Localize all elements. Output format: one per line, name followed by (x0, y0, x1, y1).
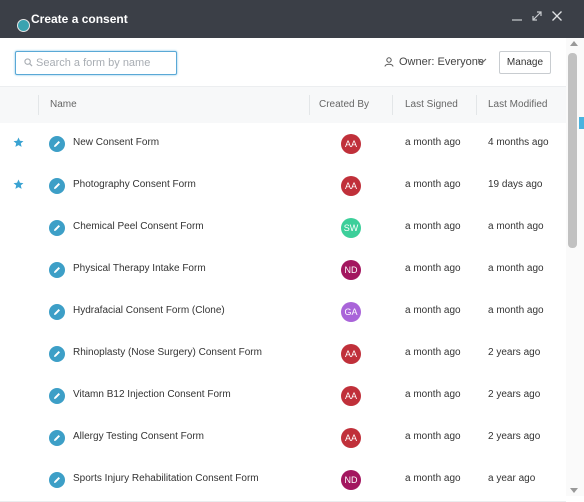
user-icon (384, 57, 394, 67)
last-modified-value: a month ago (488, 263, 544, 274)
side-panel-tab[interactable] (579, 117, 584, 129)
pencil-icon (49, 262, 65, 278)
scroll-up-arrow-icon[interactable] (570, 41, 578, 46)
form-name[interactable]: Hydrafacial Consent Form (Clone) (73, 305, 225, 316)
last-modified-value: 2 years ago (488, 347, 541, 358)
table-row[interactable]: Photography Consent Form AA a month ago 19 … (0, 165, 566, 208)
last-signed-value: a month ago (405, 179, 461, 190)
table-row[interactable]: Hydrafacial Consent Form (Clone) GA a mont… (0, 291, 566, 334)
last-modified-value: a month ago (488, 221, 544, 232)
app-icon (17, 19, 30, 32)
pencil-icon (49, 178, 65, 194)
window-titlebar: Create a consent (0, 0, 584, 38)
form-name[interactable]: Allergy Testing Consent Form (73, 431, 204, 442)
avatar: AA (341, 134, 361, 154)
avatar: ND (341, 260, 361, 280)
table-row[interactable]: Allergy Testing Consent Form AA a month ag… (0, 417, 566, 460)
search-box[interactable] (15, 51, 177, 75)
column-header-last-modified[interactable]: Last Modified (488, 99, 548, 110)
pencil-icon (49, 430, 65, 446)
last-signed-value: a month ago (405, 221, 461, 232)
form-name[interactable]: Rhinoplasty (Nose Surgery) Consent Form (73, 347, 262, 358)
star-icon[interactable] (13, 136, 24, 147)
last-modified-value: 2 years ago (488, 431, 541, 442)
table-row[interactable]: Physical Therapy Intake Form ND a month ag… (0, 249, 566, 292)
avatar: ND (341, 470, 361, 490)
column-divider (38, 95, 39, 115)
avatar: SW (341, 218, 361, 238)
avatar: AA (341, 344, 361, 364)
maximize-icon[interactable] (529, 10, 545, 26)
pencil-icon (49, 220, 65, 236)
column-header-last-signed[interactable]: Last Signed (405, 99, 458, 110)
manage-button[interactable]: Manage (499, 51, 551, 74)
minimize-icon[interactable] (509, 10, 525, 26)
pencil-icon (49, 472, 65, 488)
table-row[interactable]: Sports Injury Rehabilitation Consent For… (0, 459, 566, 502)
last-signed-value: a month ago (405, 431, 461, 442)
toolbar: Owner: Everyone Manage (0, 38, 566, 86)
table-row[interactable]: Vitamn B12 Injection Consent Form AA a mon… (0, 375, 566, 418)
pencil-icon (49, 346, 65, 362)
table-header: Name Created By Last Signed Last Modifie… (0, 86, 566, 124)
form-name[interactable]: Chemical Peel Consent Form (73, 221, 204, 232)
table-row[interactable]: Chemical Peel Consent Form SW a month ago a… (0, 207, 566, 250)
scrollbar-thumb[interactable] (568, 53, 577, 248)
last-modified-value: a month ago (488, 305, 544, 316)
last-modified-value: a year ago (488, 473, 536, 484)
form-name[interactable]: Sports Injury Rehabilitation Consent For… (73, 473, 259, 484)
form-name[interactable]: Physical Therapy Intake Form (73, 263, 206, 274)
search-icon (24, 58, 33, 67)
avatar: GA (341, 302, 361, 322)
last-signed-value: a month ago (405, 137, 461, 148)
owner-filter-label: Owner: Everyone (399, 56, 484, 68)
table-row[interactable]: New Consent Form AA a month ago 4 months ag… (0, 123, 566, 166)
pencil-icon (49, 388, 65, 404)
pencil-icon (49, 304, 65, 320)
pencil-icon (49, 136, 65, 152)
close-icon[interactable] (549, 10, 565, 26)
column-divider (309, 95, 310, 115)
chevron-down-icon (477, 58, 487, 64)
column-divider (392, 95, 393, 115)
column-header-name[interactable]: Name (50, 99, 77, 110)
form-name[interactable]: New Consent Form (73, 137, 160, 148)
last-signed-value: a month ago (405, 305, 461, 316)
form-name[interactable]: Photography Consent Form (73, 179, 196, 190)
star-icon[interactable] (13, 178, 24, 189)
window-title: Create a consent (31, 12, 128, 26)
last-modified-value: 19 days ago (488, 179, 543, 190)
last-modified-value: 2 years ago (488, 389, 541, 400)
last-signed-value: a month ago (405, 263, 461, 274)
form-name[interactable]: Vitamn B12 Injection Consent Form (73, 389, 231, 400)
column-header-created-by[interactable]: Created By (319, 99, 370, 110)
last-signed-value: a month ago (405, 389, 461, 400)
avatar: AA (341, 386, 361, 406)
last-signed-value: a month ago (405, 473, 461, 484)
column-divider (476, 95, 477, 115)
scroll-down-arrow-icon[interactable] (570, 488, 578, 493)
avatar: AA (341, 176, 361, 196)
search-input[interactable] (36, 54, 170, 71)
avatar: AA (341, 428, 361, 448)
last-signed-value: a month ago (405, 347, 461, 358)
last-modified-value: 4 months ago (488, 137, 549, 148)
table-row[interactable]: Rhinoplasty (Nose Surgery) Consent Form A… (0, 333, 566, 376)
